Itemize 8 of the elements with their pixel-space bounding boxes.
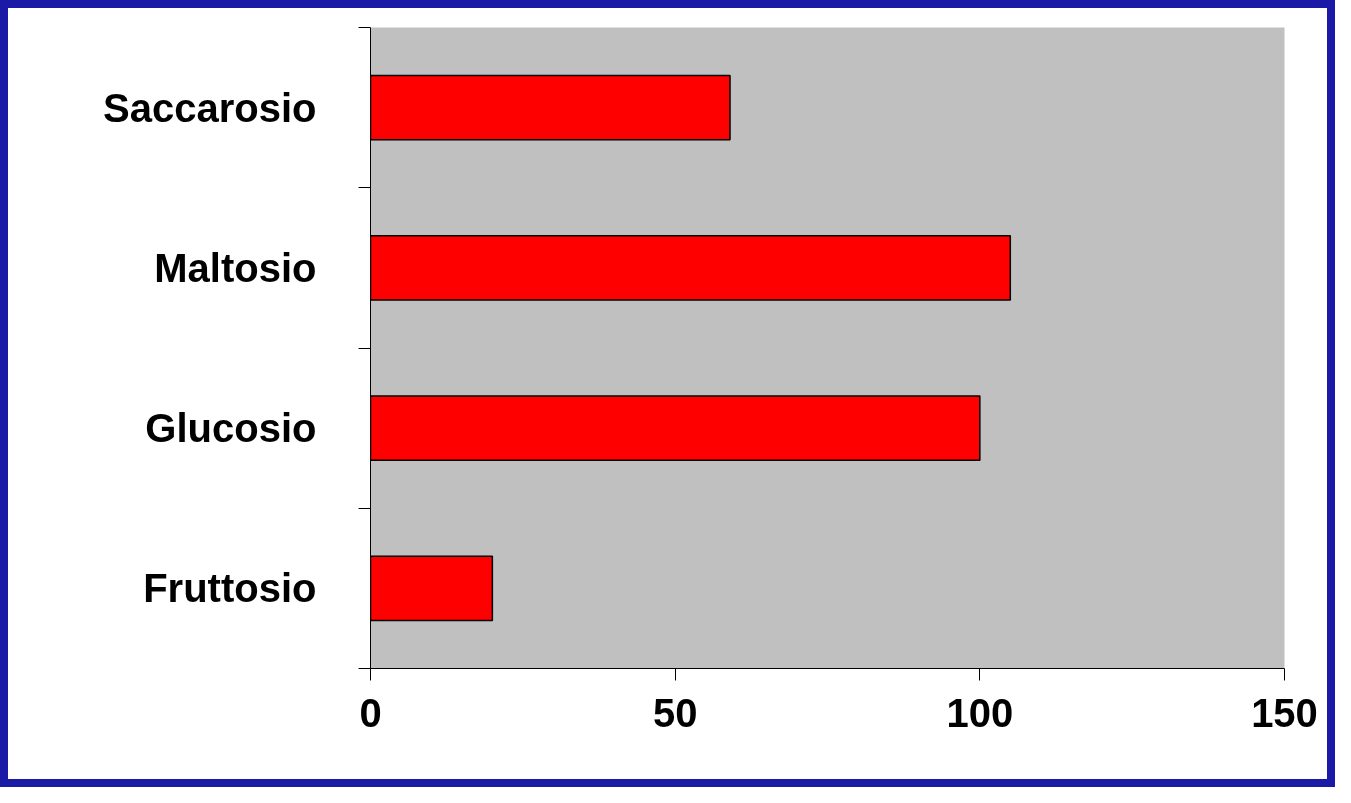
y-tick-label: Glucosio xyxy=(145,406,317,451)
x-tick-label: 150 xyxy=(1251,690,1318,735)
y-tick-label: Maltosio xyxy=(154,245,317,290)
y-tick-label: Saccarosio xyxy=(103,85,317,130)
x-tick-label: 50 xyxy=(652,690,698,735)
x-tick-label: 0 xyxy=(359,690,382,735)
y-tick-label: Fruttosio xyxy=(143,566,317,611)
x-tick-label: 100 xyxy=(946,690,1014,735)
